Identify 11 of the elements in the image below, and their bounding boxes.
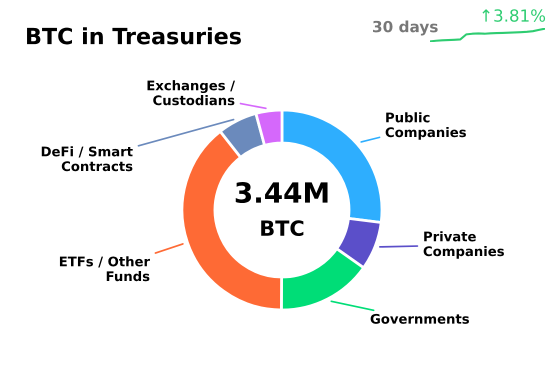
slice-label: Exchanges / Custodians (148, 80, 235, 106)
slice-label: DeFi / Smart Contracts (42, 146, 133, 172)
text: ↑3.81% (482, 9, 546, 22)
text: BTC (261, 220, 304, 236)
chart-title: BTC in Treasuries (27, 27, 241, 44)
slice-label: Public Companies (386, 112, 466, 140)
slice-label: Governments (370, 314, 469, 324)
text: 3.44M (236, 182, 328, 204)
slice-label: Private Companies (424, 231, 504, 259)
slice-label: ETFs / Other Funds (60, 256, 150, 282)
chart-title: 30 days (373, 20, 438, 36)
